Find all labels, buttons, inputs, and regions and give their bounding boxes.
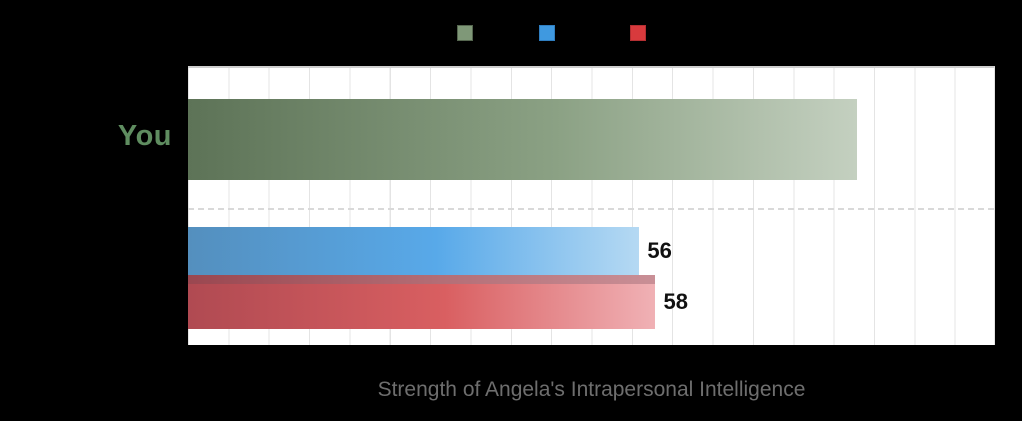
bar-you-green bbox=[188, 99, 857, 180]
plot-area: 56 58 bbox=[188, 66, 995, 345]
chart-title: Strength of Angela's Intrapersonal Intel… bbox=[377, 378, 806, 401]
bar-row-you bbox=[188, 99, 994, 180]
legend-swatch-blue bbox=[539, 25, 555, 41]
value-label-red: 58 bbox=[663, 289, 688, 314]
legend-swatch-red bbox=[630, 25, 646, 41]
row-label-you: You bbox=[117, 120, 172, 152]
bar-row-blue: 56 bbox=[188, 227, 994, 275]
bar-row-red: 58 bbox=[188, 275, 994, 329]
row-divider-dashed bbox=[188, 208, 994, 210]
bar-red bbox=[188, 275, 656, 329]
value-label-blue: 56 bbox=[647, 238, 672, 263]
bar-overlap-stripe bbox=[188, 275, 656, 284]
legend-swatch-green bbox=[457, 25, 473, 41]
bar-blue bbox=[188, 227, 640, 275]
